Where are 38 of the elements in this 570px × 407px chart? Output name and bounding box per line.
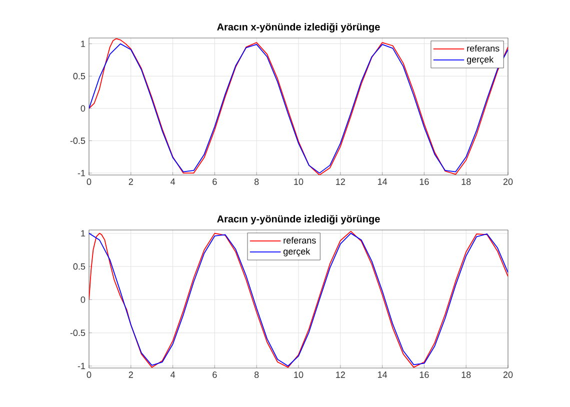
legend-label: gerçek (466, 56, 494, 64)
y-tick-label: -1 (78, 170, 86, 176)
x-tick-label: 8 (254, 178, 259, 185)
x-tick-label: 20 (503, 372, 513, 378)
x-tick-label: 2 (128, 178, 133, 185)
legend-label: gerçek (284, 248, 310, 256)
x-tick-label: 12 (336, 178, 345, 185)
x-tick-label: 8 (254, 372, 259, 378)
x-tick-label: 14 (378, 372, 388, 378)
y-tick-label: -0.5 (70, 330, 86, 336)
x-tick-label: 14 (378, 178, 388, 185)
x-tick-label: 10 (294, 178, 304, 185)
x-tick-label: 16 (420, 372, 429, 378)
x-tick-label: 12 (336, 372, 345, 378)
chart-title: Aracın x-yönünde izlediği yörünge (217, 22, 380, 32)
x-tick-label: 4 (170, 178, 176, 185)
y-tick-label: 1 (81, 230, 86, 236)
legend-label: referans (284, 236, 316, 244)
x-tick-label: 20 (503, 178, 513, 185)
y-tick-label: 1 (81, 40, 86, 47)
y-tick-label: 0 (80, 105, 86, 112)
x-tick-label: 0 (86, 178, 92, 185)
y-tick-label: 0 (80, 296, 86, 303)
x-tick-label: 18 (462, 178, 471, 185)
y-tick-label: -1 (78, 362, 86, 370)
y-tick-label: 0.5 (73, 72, 86, 80)
x-tick-label: 6 (212, 372, 217, 378)
x-tick-label: 4 (170, 372, 176, 378)
y-tick-label: -0.5 (70, 138, 86, 144)
chart-title: Aracın y-yönünde izlediği yörünge (217, 214, 380, 224)
y-tick-label: 0.5 (73, 263, 86, 270)
x-tick-label: 2 (128, 372, 133, 378)
x-tick-label: 10 (294, 372, 304, 378)
legend-label: referans (467, 44, 500, 52)
x-tick-label: 0 (86, 372, 92, 378)
x-tick-label: 16 (420, 178, 429, 185)
x-tick-label: 18 (462, 372, 471, 378)
x-tick-label: 6 (212, 178, 217, 185)
